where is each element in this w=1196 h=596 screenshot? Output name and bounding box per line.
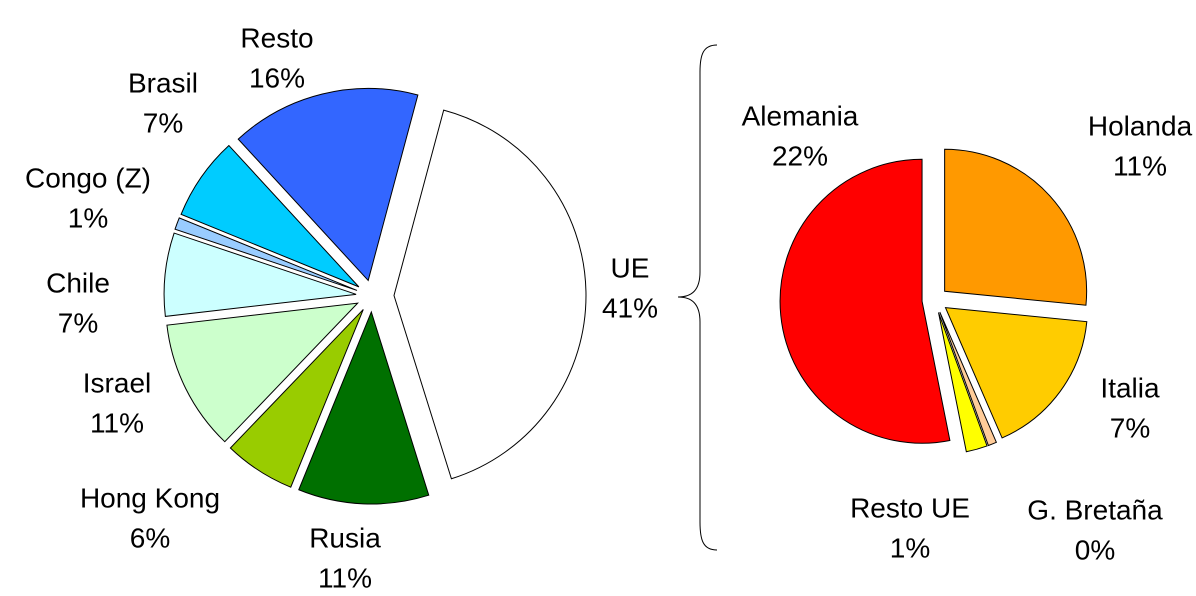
slice-value-label: 0% [1075,534,1115,565]
slice-label: Chile [46,267,110,298]
pie-slice [939,311,998,447]
slice-value-label: 7% [1110,412,1150,443]
pie-slice [944,148,1088,306]
slice-label: G. Bretaña [1027,494,1163,525]
pie-slice [393,109,587,480]
pie-slice [180,144,360,288]
slice-label: Hong Kong [80,482,220,513]
pie-slice [229,309,364,488]
slice-label: Italia [1100,372,1160,403]
slice-label: Alemania [742,100,859,131]
slice-value-label: 1% [890,532,930,563]
pie-slice [163,232,357,317]
slice-value-label: 7% [143,107,183,138]
slice-value-label: 11% [90,407,144,438]
slice-label: UE [611,252,650,283]
slice-value-label: 7% [58,307,98,338]
brace [677,44,718,551]
slice-value-label: 22% [772,140,828,171]
slice-value-label: 6% [130,522,170,553]
pie-slice [174,217,358,291]
pie-slice [944,307,1088,439]
slice-label: Resto UE [850,492,970,523]
slice-label: Holanda [1088,110,1193,141]
slice-value-label: 16% [249,62,305,93]
slice-value-label: 11% [1113,150,1167,181]
slice-label: Congo (Z) [25,162,151,193]
pie-slice [298,310,430,505]
pie-slice [779,158,951,444]
slice-label: Resto [240,22,313,53]
pie-slice [938,312,988,453]
slice-value-label: 1% [68,202,108,233]
pie-slice [166,302,359,443]
slice-label: Israel [83,367,151,398]
slice-label: Rusia [309,522,381,553]
slice-label: Brasil [128,67,198,98]
slice-value-label: 11% [318,562,372,591]
pie-slice [237,88,419,282]
slice-value-label: 41% [602,292,658,323]
